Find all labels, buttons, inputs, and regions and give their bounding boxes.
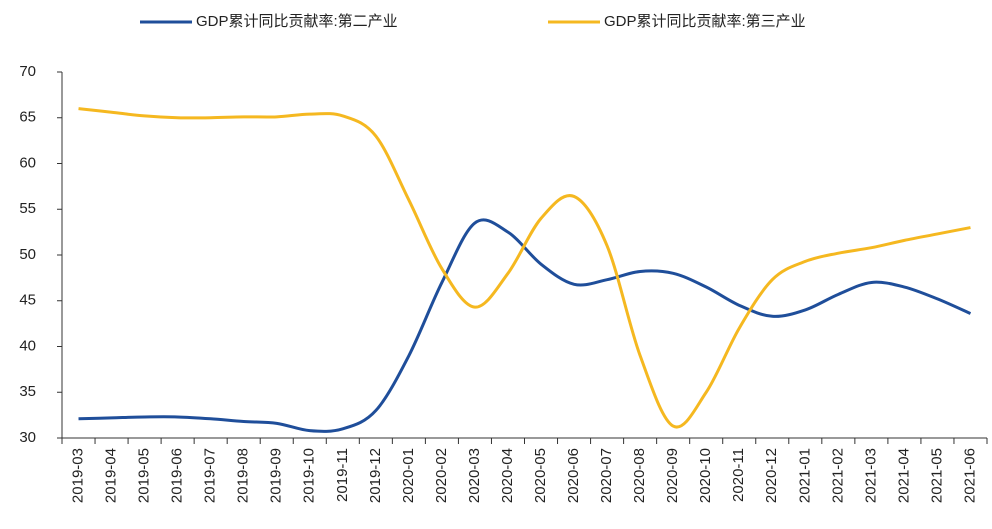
x-tick-label: 2019-08 [235,448,252,503]
y-tick-label: 45 [19,292,36,309]
x-tick-label: 2021-06 [961,448,978,503]
y-tick-label: 60 [19,154,36,171]
y-tick-label: 30 [19,429,36,446]
x-tick-label: 2020-10 [697,448,714,503]
y-tick-label: 40 [19,337,36,354]
x-tick-label: 2020-03 [466,448,483,503]
series-line [78,218,972,433]
y-tick-label: 50 [19,246,36,263]
x-tick-label: 2021-02 [829,448,846,503]
x-tick-label: 2019-09 [268,448,285,503]
series-line [78,107,971,429]
x-tick-label: 2019-04 [103,448,120,503]
x-tick-label: 2021-05 [928,448,945,503]
x-tick-label: 2021-01 [796,448,813,503]
x-tick-label: 2020-01 [400,448,417,503]
x-tick-label: 2019-11 [334,448,351,502]
y-tick-label: 55 [19,200,36,217]
x-tick-label: 2021-04 [895,448,912,503]
legend-label: GDP累计同比贡献率:第三产业 [604,12,806,30]
x-tick-label: 2019-10 [301,448,318,503]
x-tick-label: 2020-02 [433,448,450,503]
x-tick-label: 2020-08 [631,448,648,503]
x-tick-label: 2021-03 [862,448,879,503]
x-tick-label: 2020-06 [565,448,582,503]
x-tick-label: 2019-07 [202,448,219,503]
x-tick-label: 2019-06 [169,448,186,503]
y-tick-label: 35 [19,383,36,400]
x-tick-label: 2019-12 [367,448,384,503]
x-tick-label: 2020-05 [532,448,549,503]
x-tick-label: 2020-09 [664,448,681,503]
x-tick-label: 2019-05 [136,448,153,503]
x-tick-label: 2020-12 [763,448,780,503]
x-tick-label: 2019-03 [69,448,86,503]
y-tick-label: 65 [19,109,36,126]
x-tick-label: 2020-07 [598,448,615,503]
y-tick-label: 70 [19,63,36,80]
legend-label: GDP累计同比贡献率:第二产业 [196,12,398,30]
x-tick-label: 2020-11 [730,448,747,502]
x-tick-label: 2020-04 [499,448,516,503]
